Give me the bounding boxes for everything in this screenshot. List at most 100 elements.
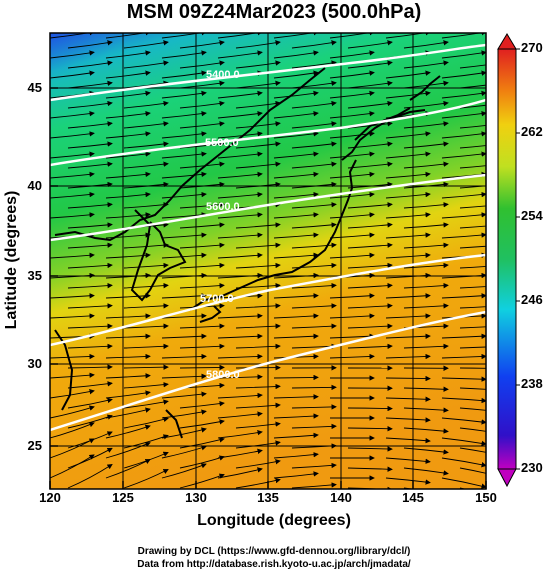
streamline (235, 181, 281, 189)
streamline (347, 343, 393, 350)
streamline (347, 323, 393, 329)
streamline (105, 232, 151, 239)
streamline (67, 343, 113, 350)
streamline (67, 303, 113, 309)
streamline (403, 407, 449, 413)
streamline (273, 171, 319, 179)
streamline (105, 424, 151, 439)
streamline (273, 333, 319, 339)
streamline (123, 161, 169, 169)
streamline (179, 419, 225, 429)
colorbar (497, 33, 520, 488)
streamline (123, 469, 169, 489)
streamline (329, 232, 375, 239)
contour-label-5800: 5800.0 (206, 369, 240, 381)
streamline (385, 151, 431, 159)
streamline (67, 397, 113, 409)
streamline (123, 364, 169, 370)
streamline (441, 437, 486, 447)
streamline (67, 464, 113, 489)
streamline (67, 181, 113, 189)
streamline (385, 437, 431, 444)
streamline (179, 343, 225, 350)
contour-label-5600: 5600.0 (206, 201, 240, 213)
streamline (50, 389, 95, 399)
streamline (105, 459, 151, 479)
streamline (67, 121, 113, 129)
streamline (329, 171, 375, 179)
streamline (385, 131, 431, 139)
chart-title: MSM 09Z24Mar2023 (500.0hPa) (126, 1, 422, 23)
streamline (347, 425, 393, 432)
streamline (179, 473, 225, 489)
streamline (329, 151, 375, 159)
streamline (329, 191, 375, 199)
streamline (441, 232, 486, 239)
streamline (459, 124, 486, 129)
streamline (403, 222, 449, 229)
streamline (459, 64, 486, 69)
streamline (273, 131, 319, 139)
streamline (179, 282, 225, 289)
streamline (459, 407, 486, 411)
y-axis-label: Latitude (degrees) (3, 190, 20, 330)
credit-drawing: Drawing by DCL (https://www.gfd-dennou.o… (137, 546, 411, 557)
streamline (50, 33, 95, 39)
x-tick-label: 145 (402, 490, 424, 505)
streamline (235, 459, 281, 469)
streamline (329, 353, 375, 360)
streamline (67, 202, 113, 209)
streamline (403, 60, 449, 69)
streamline (441, 376, 486, 382)
streamline (291, 242, 337, 249)
streamline (179, 161, 225, 169)
streamline (235, 440, 281, 449)
streamline (273, 111, 319, 119)
streamline (347, 242, 393, 249)
streamline (441, 212, 486, 219)
streamline (347, 466, 393, 472)
streamline (179, 60, 225, 69)
streamline (105, 171, 151, 179)
streamline (459, 346, 486, 349)
streamline (217, 392, 263, 399)
x-tick-label: 130 (185, 490, 207, 505)
streamline (385, 90, 431, 99)
streamline (161, 463, 207, 479)
streamline (441, 333, 486, 339)
streamline (329, 293, 375, 299)
streamline (403, 447, 449, 455)
streamline (217, 252, 263, 259)
streamline (50, 272, 95, 279)
streamline (235, 383, 281, 390)
colorbar-tick-label: 246 (521, 292, 543, 307)
streamline (459, 447, 486, 453)
streamline (291, 423, 337, 430)
streamline (105, 252, 151, 259)
streamline (217, 171, 263, 179)
streamline (441, 151, 486, 159)
streamline (459, 265, 486, 269)
streamline (235, 40, 281, 49)
streamline (217, 313, 263, 319)
streamline (50, 422, 95, 439)
streamline (441, 111, 486, 119)
streamline (347, 262, 393, 269)
streamline (50, 252, 95, 259)
streamline (441, 90, 486, 99)
streamline (329, 131, 375, 139)
streamline (403, 343, 449, 350)
streamline (235, 477, 281, 489)
streamline (105, 353, 151, 360)
colorbar-max-arrow (497, 33, 517, 50)
streamline (50, 131, 95, 139)
streamline (67, 80, 113, 89)
streamline (67, 60, 113, 69)
streamline (105, 272, 151, 279)
streamline (403, 181, 449, 189)
streamline (441, 417, 486, 425)
streamline (50, 293, 95, 299)
colorbar-tick-label: 262 (521, 124, 543, 139)
y-tick-label: 35 (27, 268, 42, 283)
streamline (123, 416, 169, 429)
